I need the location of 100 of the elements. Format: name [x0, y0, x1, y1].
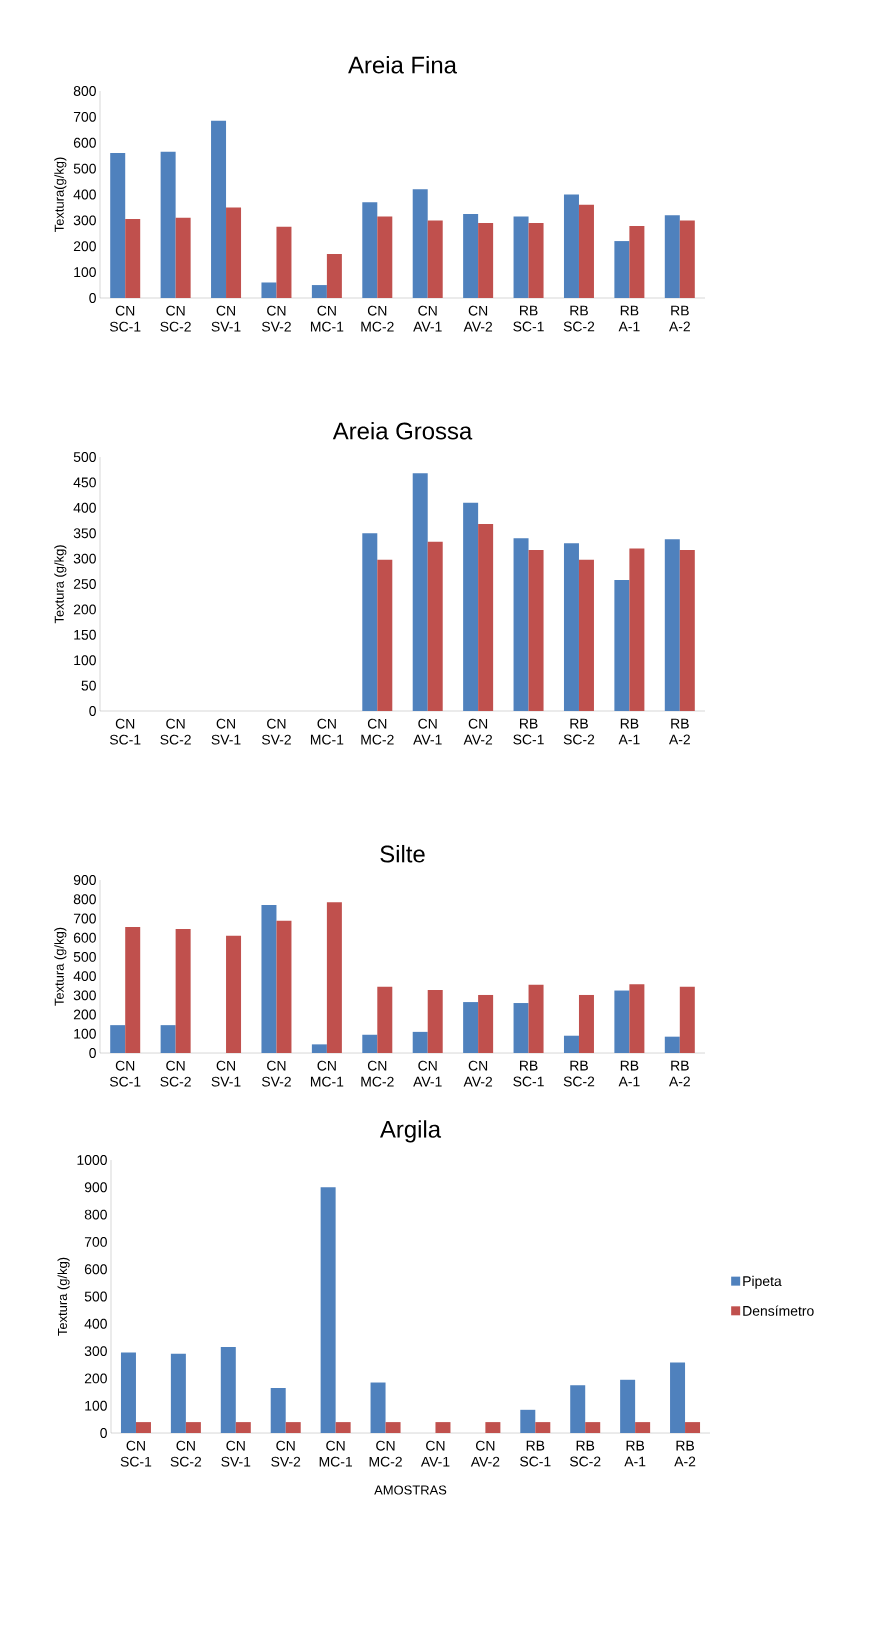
bar	[276, 226, 292, 298]
bar	[620, 1379, 636, 1434]
x-tick-label: CN SV-2	[271, 1440, 301, 1467]
bar	[276, 920, 292, 1054]
bar	[377, 559, 393, 712]
bar	[478, 222, 494, 298]
x-tick-label: CN SC-2	[170, 1440, 202, 1467]
y-tick-label: 0	[100, 1428, 107, 1438]
x-tick-label: CN MC-2	[369, 1440, 402, 1467]
x-tick-label: CN MC-1	[319, 1440, 352, 1467]
legend-label: Pipeta	[743, 1275, 782, 1289]
bar	[463, 1002, 479, 1054]
x-tick-label: CN SC-1	[109, 718, 141, 745]
bar	[427, 989, 443, 1054]
bar	[478, 994, 494, 1054]
bar	[614, 990, 630, 1054]
x-tick-label: CN SV-1	[211, 305, 241, 332]
x-tick-label: CN SC-1	[120, 1440, 152, 1467]
y-tick-label: 250	[73, 579, 96, 589]
bar	[679, 549, 695, 712]
bar	[578, 204, 594, 298]
bar	[362, 533, 378, 712]
bar	[535, 1422, 551, 1434]
x-tick-label: CN SV-2	[261, 1060, 291, 1087]
bar	[629, 226, 645, 298]
x-tick-label: CN AV-1	[413, 305, 442, 332]
x-tick-label: CN MC-2	[361, 1060, 394, 1087]
bar	[563, 1035, 579, 1054]
y-tick-label: 100	[85, 1400, 107, 1411]
bar	[261, 905, 277, 1054]
bar	[412, 473, 428, 712]
bar	[160, 151, 176, 298]
bar	[427, 541, 443, 712]
bar	[578, 994, 594, 1054]
y-tick-label: 100	[74, 267, 96, 278]
y-tick-label: 600	[73, 932, 96, 943]
y-tick-label: 400	[73, 971, 96, 982]
y-tick-label: 600	[84, 1264, 107, 1275]
x-tick-label: CN MC-2	[361, 718, 394, 745]
x-tick-label: CN SV-1	[221, 1440, 251, 1467]
y-tick-label: 500	[73, 163, 96, 174]
x-tick-label: CN SC-1	[109, 1060, 141, 1087]
bar	[520, 1409, 536, 1434]
bar	[578, 559, 594, 712]
x-tick-label: CN AV-1	[413, 1060, 442, 1087]
x-tick-label: CN SV-1	[211, 1060, 241, 1087]
x-tick-label: CN SC-2	[160, 718, 191, 745]
x-tick-label: RB A-1	[618, 718, 640, 745]
bar	[435, 1422, 451, 1434]
bar	[513, 216, 529, 298]
chart-title: Argila	[379, 1120, 442, 1143]
x-tick-label: RB SC-1	[513, 305, 544, 332]
bar	[485, 1422, 501, 1434]
x-tick-label: CN AV-2	[463, 718, 493, 745]
bar	[261, 282, 277, 298]
x-tick-label: CN MC-1	[310, 1060, 344, 1087]
y-tick-label: 300	[84, 1346, 107, 1357]
x-tick-label: CN SC-2	[160, 1060, 191, 1087]
y-axis-title: Textura (g/kg)	[54, 545, 67, 624]
y-tick-label: 500	[73, 452, 96, 462]
bar	[664, 1036, 680, 1054]
y-tick-label: 700	[84, 1236, 107, 1247]
bar	[463, 502, 479, 712]
bar	[629, 548, 645, 712]
chart-title: Areia Fina	[348, 55, 457, 74]
bar	[670, 1362, 686, 1434]
bar	[110, 153, 126, 298]
x-tick-label: CN SV-2	[261, 718, 291, 745]
x-tick-label: RB SC-1	[513, 1060, 544, 1087]
bar	[270, 1387, 286, 1434]
x-tick-label: CN AV-2	[470, 1440, 500, 1467]
bar	[211, 120, 227, 298]
bar	[528, 549, 544, 712]
bar	[528, 222, 544, 298]
x-tick-label: CN AV-1	[420, 1440, 450, 1467]
y-tick-label: 0	[89, 706, 96, 716]
bar	[311, 1044, 327, 1054]
x-tick-label: RB A-1	[618, 1060, 640, 1087]
y-tick-label: 0	[89, 293, 96, 303]
bar	[513, 538, 529, 712]
x-tick-label: RB A-2	[674, 1440, 696, 1467]
bar	[478, 524, 494, 712]
bar	[377, 216, 393, 298]
chart-title: Silte	[380, 844, 425, 863]
y-tick-label: 200	[84, 1373, 107, 1384]
x-tick-label: RB SC-2	[563, 305, 595, 332]
x-tick-label: RB A-1	[618, 305, 640, 332]
bar	[110, 1025, 126, 1054]
x-tick-label: RB SC-2	[569, 1440, 601, 1467]
bar	[235, 1422, 251, 1434]
bar	[175, 929, 191, 1054]
bar	[125, 219, 141, 298]
y-tick-label: 800	[84, 1209, 107, 1220]
bar	[563, 194, 579, 298]
y-tick-label: 400	[73, 502, 96, 513]
bar	[570, 1385, 586, 1434]
x-tick-label: RB A-1	[624, 1440, 646, 1467]
bar	[664, 539, 680, 712]
y-tick-label: 400	[84, 1318, 107, 1329]
y-tick-label: 450	[73, 477, 96, 488]
